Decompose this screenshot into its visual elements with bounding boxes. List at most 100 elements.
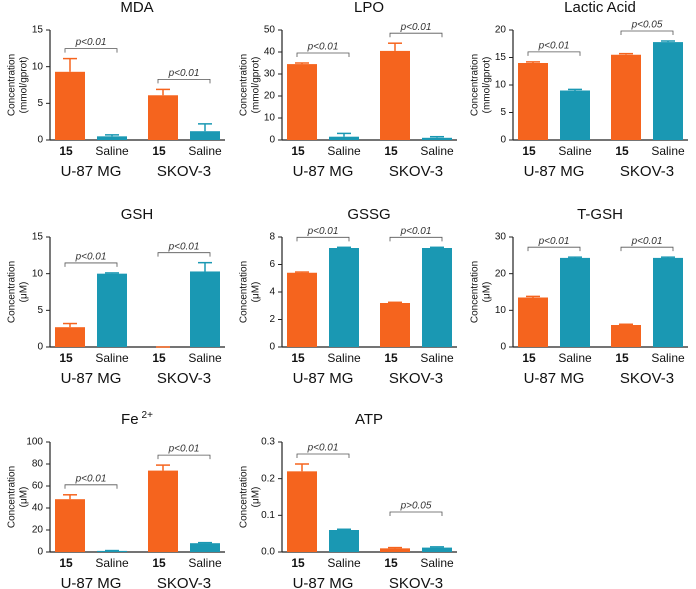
- panel: MDA Concentration (mmol/gprot) 0 5 10 15 15 Sali…: [7, 0, 225, 180]
- panel: GSSG Concentration (μM) 0 2 4 6 8 15 Saline 15 Sali…: [239, 206, 457, 387]
- x-tick-label: Saline: [651, 351, 685, 365]
- bar: [611, 54, 641, 140]
- group-label: U-87 MG: [524, 163, 585, 180]
- x-tick-label: 15: [522, 351, 536, 365]
- panel: Lactic Acid Concentration (mmol/gprot) 0 5 10…: [470, 0, 688, 180]
- significance-bracket: [527, 246, 581, 252]
- y-tick-label: 80: [32, 459, 44, 470]
- significance-bracket: [389, 236, 443, 242]
- x-tick-label: 15: [384, 144, 398, 158]
- y-tick-label: 15: [32, 232, 44, 243]
- x-tick-label: 15: [59, 144, 73, 158]
- significance-bracket: [389, 511, 443, 516]
- significance-bracket: [64, 48, 118, 53]
- significance-bracket: [620, 246, 674, 252]
- x-tick-label: 15: [615, 144, 629, 158]
- x-tick-label: Saline: [327, 351, 361, 365]
- y-tick-label: 10: [495, 305, 507, 316]
- significance-bracket: [64, 484, 118, 489]
- x-tick-label: 15: [152, 144, 166, 158]
- panel-title: LPO: [354, 0, 384, 16]
- y-tick-label: 5: [500, 107, 506, 118]
- p-value: p<0.01: [307, 42, 339, 53]
- y-tick-label: 15: [495, 52, 507, 63]
- bar: [422, 137, 452, 140]
- x-tick-label: 15: [384, 351, 398, 365]
- y-axis-label: Concentration: [239, 261, 250, 323]
- p-value: p<0.01: [400, 226, 432, 237]
- x-tick-label: 15: [615, 351, 629, 365]
- p-value: p<0.01: [538, 236, 570, 247]
- significance-bracket: [157, 252, 211, 257]
- y-tick-label: 100: [26, 437, 43, 448]
- y-tick-label: 0: [269, 342, 275, 353]
- bar: [329, 530, 359, 552]
- x-tick-label: Saline: [188, 144, 222, 158]
- y-tick-label: 10: [32, 268, 44, 279]
- y-tick-label: 5: [37, 305, 43, 316]
- y-axis-label: Concentration: [7, 261, 18, 323]
- y-tick-label: 8: [269, 232, 275, 243]
- p-value: p<0.01: [307, 226, 339, 237]
- group-label: U-87 MG: [293, 575, 354, 589]
- panel: Fe 2+ Concentration (μM) 0 20 40 60 80 100 15 Salin…: [7, 410, 225, 589]
- y-axis-label: (μM): [251, 487, 262, 508]
- y-axis-label: (mmol/gprot): [482, 57, 493, 114]
- significance-bracket: [620, 30, 674, 35]
- y-axis-label: Concentration: [470, 54, 481, 116]
- y-tick-label: 50: [264, 25, 276, 36]
- bar: [190, 543, 220, 552]
- p-value: p<0.01: [538, 41, 570, 52]
- x-tick-label: Saline: [327, 144, 361, 158]
- panel-title: T-GSH: [577, 206, 623, 223]
- y-axis-label: (mmol/gprot): [19, 57, 30, 114]
- y-axis-label: (μM): [251, 282, 262, 303]
- title-text: T-GSH: [577, 206, 623, 223]
- bar: [422, 248, 452, 347]
- p-value: p<0.01: [75, 473, 107, 484]
- y-axis-label: (μM): [19, 282, 30, 303]
- panel-title: GSH: [121, 206, 154, 223]
- bar: [287, 272, 317, 347]
- y-tick-label: 20: [495, 25, 507, 36]
- significance-bracket: [296, 236, 350, 242]
- p-value: p<0.01: [168, 68, 200, 79]
- group-label: SKOV-3: [389, 575, 443, 589]
- y-tick-label: 40: [264, 47, 276, 58]
- bar: [287, 64, 317, 140]
- p-value: p<0.05: [631, 20, 663, 31]
- p-value: p<0.01: [75, 252, 107, 263]
- y-axis-label: (mmol/gprot): [251, 57, 262, 114]
- bar: [518, 297, 548, 347]
- x-tick-label: Saline: [420, 556, 454, 570]
- group-label: SKOV-3: [157, 370, 211, 387]
- p-value: p<0.01: [631, 236, 663, 247]
- y-axis-label: (μM): [19, 487, 30, 508]
- y-tick-label: 30: [264, 69, 276, 80]
- significance-bracket: [157, 79, 211, 84]
- group-label: U-87 MG: [293, 370, 354, 387]
- y-tick-label: 0: [269, 135, 275, 146]
- bar: [287, 471, 317, 552]
- x-tick-label: Saline: [558, 351, 592, 365]
- panel-title: Fe 2+: [121, 410, 153, 428]
- y-tick-label: 10: [495, 80, 507, 91]
- x-tick-label: Saline: [95, 144, 129, 158]
- panel: ATP Concentration (μM) 0.0 0.1 0.2 0.3 15 Saline…: [239, 411, 457, 589]
- bar: [653, 42, 683, 140]
- bar: [611, 325, 641, 347]
- significance-bracket: [296, 453, 350, 458]
- group-label: U-87 MG: [61, 575, 122, 589]
- p-value: p<0.01: [75, 37, 107, 48]
- bar: [653, 257, 683, 347]
- significance-bracket: [157, 454, 211, 460]
- y-tick-label: 2: [269, 314, 275, 325]
- x-tick-label: 15: [291, 144, 305, 158]
- x-tick-label: 15: [59, 556, 73, 570]
- panel: T-GSH Concentration (μM) 0 10 20 30 15 Saline 15 S…: [470, 206, 688, 387]
- title-text: ATP: [355, 411, 383, 428]
- x-tick-label: Saline: [420, 144, 454, 158]
- y-tick-label: 0: [37, 342, 43, 353]
- y-axis-label: Concentration: [239, 54, 250, 116]
